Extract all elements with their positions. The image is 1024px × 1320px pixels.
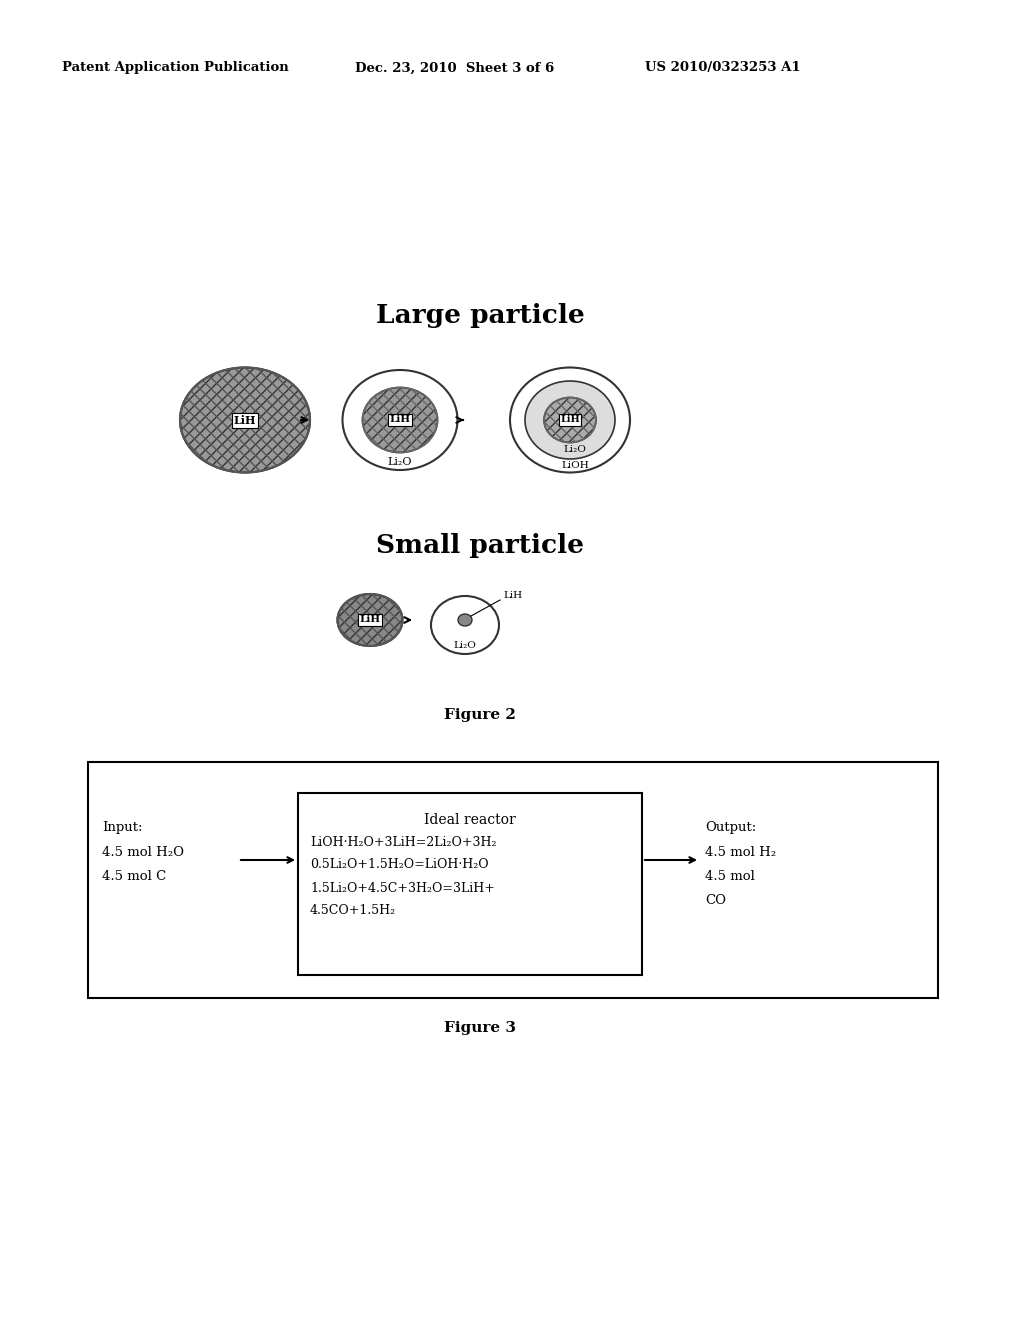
- Text: Ideal reactor: Ideal reactor: [424, 813, 516, 828]
- Bar: [298, 793, 642, 975]
- Bar: [88, 762, 938, 998]
- Text: LiH: LiH: [233, 414, 256, 425]
- Text: LiH: LiH: [389, 416, 411, 425]
- Text: Input:: Input:: [102, 821, 142, 834]
- Ellipse shape: [180, 367, 310, 473]
- Text: Li₂O: Li₂O: [388, 457, 413, 467]
- Ellipse shape: [431, 597, 499, 653]
- Text: LiH: LiH: [359, 615, 381, 624]
- Text: 0.5Li₂O+1.5H₂O=LiOH·H₂O: 0.5Li₂O+1.5H₂O=LiOH·H₂O: [310, 858, 488, 871]
- Text: Patent Application Publication: Patent Application Publication: [62, 62, 289, 74]
- Ellipse shape: [362, 388, 437, 453]
- Text: Output:: Output:: [705, 821, 757, 834]
- Text: 4.5CO+1.5H₂: 4.5CO+1.5H₂: [310, 903, 396, 916]
- Text: 1.5Li₂O+4.5C+3H₂O=3LiH+: 1.5Li₂O+4.5C+3H₂O=3LiH+: [310, 882, 495, 895]
- Ellipse shape: [338, 594, 402, 645]
- Text: LiOH: LiOH: [561, 462, 589, 470]
- Text: 4.5 mol H₂O: 4.5 mol H₂O: [102, 846, 184, 858]
- Text: CO: CO: [705, 894, 726, 907]
- Text: Large particle: Large particle: [376, 302, 585, 327]
- Text: 4.5 mol C: 4.5 mol C: [102, 870, 166, 883]
- Text: 4.5 mol H₂: 4.5 mol H₂: [705, 846, 776, 858]
- Ellipse shape: [544, 397, 596, 442]
- Text: LiH: LiH: [560, 416, 580, 425]
- Text: Li₂O: Li₂O: [454, 640, 476, 649]
- Ellipse shape: [458, 614, 472, 626]
- Text: Small particle: Small particle: [376, 532, 584, 557]
- Ellipse shape: [525, 381, 615, 459]
- Text: 4.5 mol: 4.5 mol: [705, 870, 755, 883]
- Ellipse shape: [342, 370, 458, 470]
- Text: LiH: LiH: [504, 590, 522, 599]
- Text: Dec. 23, 2010  Sheet 3 of 6: Dec. 23, 2010 Sheet 3 of 6: [355, 62, 554, 74]
- Text: US 2010/0323253 A1: US 2010/0323253 A1: [645, 62, 801, 74]
- Text: Li₂O: Li₂O: [563, 446, 587, 454]
- Text: Figure 2: Figure 2: [444, 708, 516, 722]
- Text: Figure 3: Figure 3: [444, 1020, 516, 1035]
- Ellipse shape: [510, 367, 630, 473]
- Text: LiOH·H₂O+3LiH=2Li₂O+3H₂: LiOH·H₂O+3LiH=2Li₂O+3H₂: [310, 837, 497, 850]
